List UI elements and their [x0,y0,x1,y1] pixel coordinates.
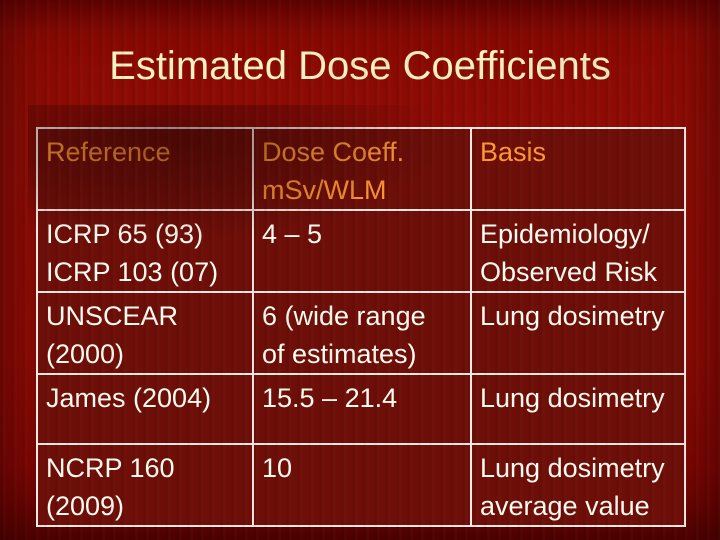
cell-dose: 6 (wide range of estimates) [252,291,472,375]
cell-dose: 15.5 – 21.4 [252,373,472,445]
cell-line: (2009) [46,491,125,521]
table-row: NCRP 160 (2009) 10 Lung dosimetry averag… [36,443,686,527]
cell-line: ICRP 103 (07) [46,257,219,287]
cell-line: Lung dosimetry [480,301,665,331]
page-title: Estimated Dose Coefficients [109,44,611,88]
cell-reference: ICRP 65 (93) ICRP 103 (07) [36,209,254,293]
column-header-dose-coeff: Dose Coeff. mSv/WLM [252,127,472,211]
cell-line: average value [480,491,650,521]
cell-line: (2000) [46,339,125,369]
cell-line: 6 (wide range [262,301,426,331]
cell-reference: UNSCEAR (2000) [36,291,254,375]
header-line: Reference [46,137,171,167]
table-row: ICRP 65 (93) ICRP 103 (07) 4 – 5 Epidemi… [36,209,686,293]
cell-line: NCRP 160 [46,453,175,483]
header-line: mSv/WLM [262,175,387,205]
cell-line: James (2004) [46,383,212,413]
table-row: UNSCEAR (2000) 6 (wide range of estimate… [36,291,686,375]
header-line: Dose Coeff. [262,137,405,167]
cell-basis: Lung dosimetry [470,291,686,375]
table-row: James (2004) 15.5 – 21.4 Lung dosimetry [36,373,686,445]
cell-line: ICRP 65 (93) [46,219,204,249]
cell-line: Observed Risk [480,257,658,287]
cell-reference: NCRP 160 (2009) [36,443,254,527]
cell-basis: Lung dosimetry average value [470,443,686,527]
cell-line: 4 – 5 [262,219,323,249]
cell-line: 15.5 – 21.4 [262,383,398,413]
cell-line: of estimates) [262,339,417,369]
column-header-reference: Reference [36,127,254,211]
cell-basis: Lung dosimetry [470,373,686,445]
cell-dose: 4 – 5 [252,209,472,293]
cell-line: Epidemiology/ [480,219,650,249]
cell-line: UNSCEAR [46,301,179,331]
cell-line: Lung dosimetry [480,453,665,483]
header-line: Basis [480,137,547,167]
cell-line: Lung dosimetry [480,383,665,413]
cell-line: 10 [262,453,293,483]
cell-basis: Epidemiology/ Observed Risk [470,209,686,293]
column-header-basis: Basis [470,127,686,211]
cell-reference: James (2004) [36,373,254,445]
cell-dose: 10 [252,443,472,527]
dose-coefficients-table: Reference Dose Coeff. mSv/WLM Basis ICRP… [36,127,686,527]
table-header-row: Reference Dose Coeff. mSv/WLM Basis [36,127,686,211]
